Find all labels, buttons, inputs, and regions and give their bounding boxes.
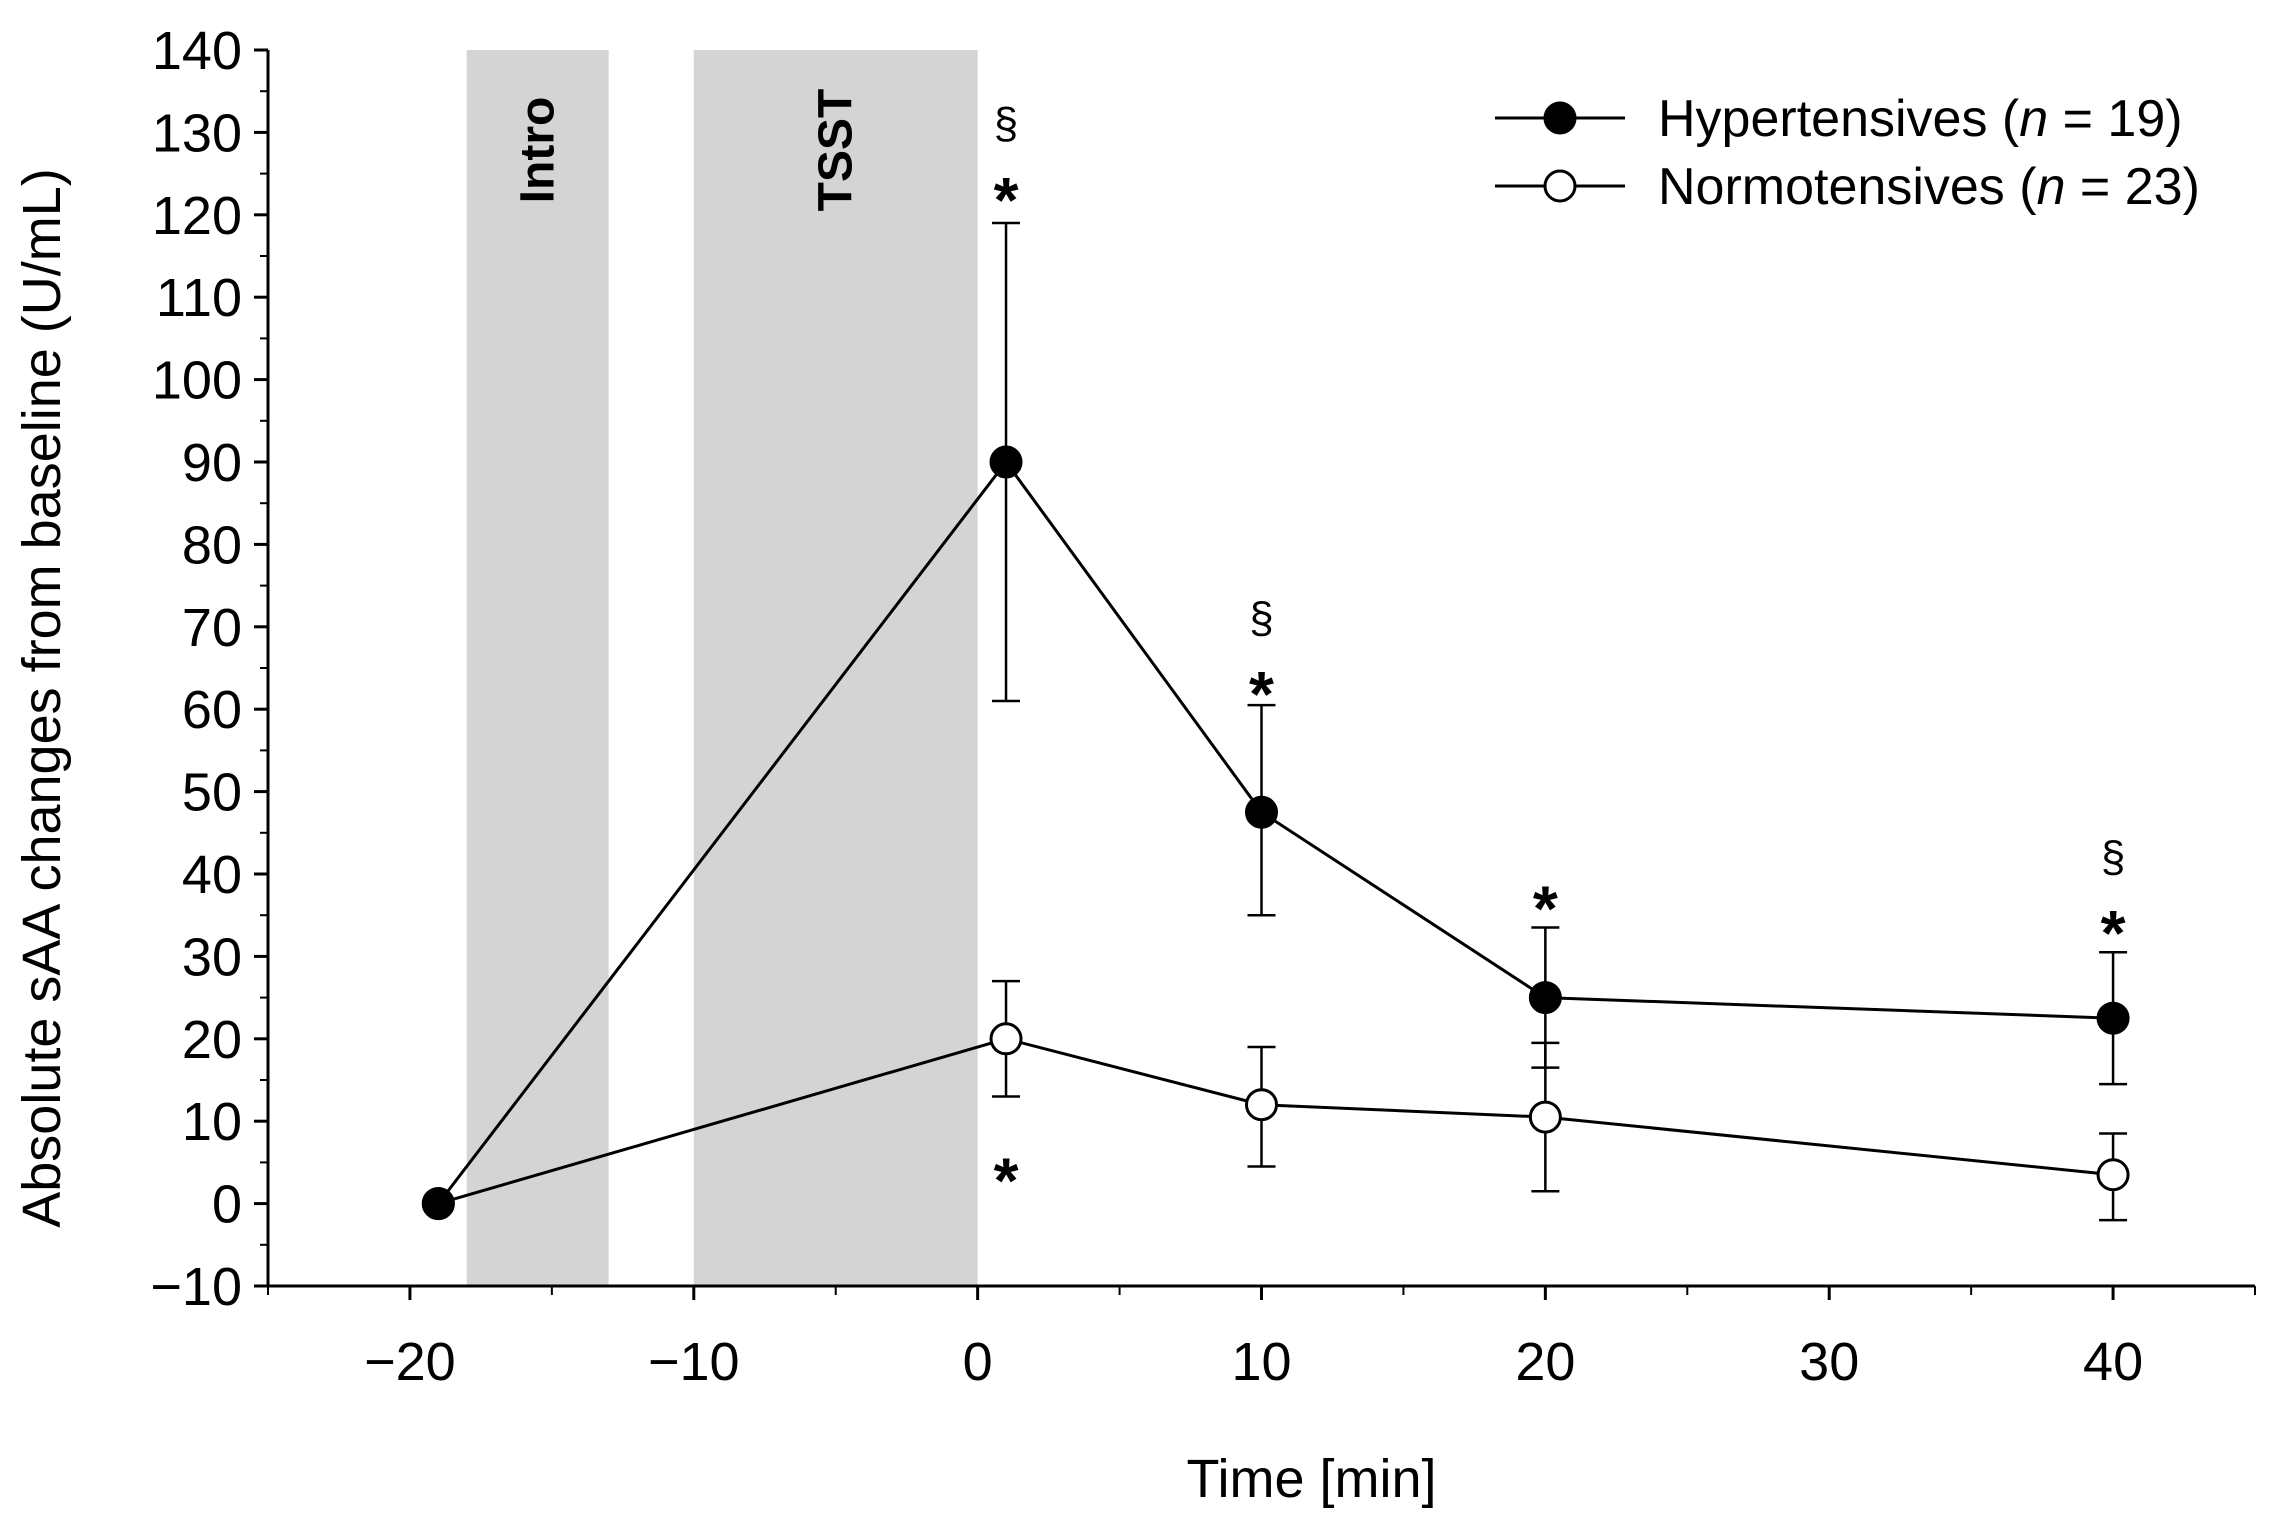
error-bars	[992, 221, 2128, 1222]
x-tick-label: 20	[1515, 1332, 1575, 1392]
point-normotensives	[1528, 1100, 1562, 1134]
x-axis-title: Time [min]	[1186, 1449, 1436, 1509]
band-tsst	[693, 50, 978, 1286]
y-tick-label: 10	[182, 1092, 242, 1152]
y-tick-label: 100	[152, 351, 242, 411]
legend-n-symbol: n	[2019, 90, 2048, 148]
y-tick-label: 90	[182, 433, 242, 493]
y-tick-label: 70	[182, 598, 242, 658]
series-line-hypertensives	[437, 459, 2114, 1205]
shaded-bands: Intro TSST	[466, 50, 978, 1286]
significance-star: *	[994, 1144, 1019, 1216]
significance-star: *	[1533, 872, 1558, 944]
point-hypertensives	[421, 1187, 455, 1221]
y-tick-label: 80	[182, 515, 242, 575]
y-tick-label: 20	[182, 1010, 242, 1070]
point-hypertensives	[1245, 795, 1278, 829]
y-tick-label: 140	[152, 21, 242, 81]
legend-label-hypertensives: Hypertensives (n = 19)	[1658, 90, 2183, 148]
legend-label-text: Hypertensives (	[1658, 90, 2020, 148]
x-tick-label: 10	[1231, 1332, 1291, 1392]
legend-n-value: = 23)	[2065, 158, 2199, 216]
data-markers	[421, 445, 2130, 1221]
point-normotensives	[2096, 1158, 2130, 1192]
series-line-normotensives	[437, 1037, 2114, 1206]
point-normotensives	[1245, 1088, 1278, 1122]
legend-marker-hypertensives	[1543, 101, 1577, 135]
significance-section-mark: §	[1249, 594, 1273, 643]
y-tick-label: −10	[150, 1257, 242, 1317]
point-hypertensives	[2096, 1001, 2130, 1035]
significance-section-mark: §	[2101, 833, 2125, 882]
legend-n-value: = 19)	[2048, 90, 2182, 148]
x-tick-label: 40	[2083, 1332, 2143, 1392]
y-tick-label: 50	[182, 763, 242, 823]
y-tick-label: 60	[182, 680, 242, 740]
significance-annotations: * § * § * * § *	[994, 99, 2126, 1216]
y-tick-label: 30	[182, 927, 242, 987]
y-tick-label: 0	[212, 1175, 242, 1235]
significance-star: *	[2101, 897, 2126, 969]
point-hypertensives	[989, 445, 1023, 479]
x-tick-label: 0	[963, 1332, 993, 1392]
y-tick-label: 120	[152, 186, 242, 246]
point-hypertensives	[1528, 981, 1562, 1015]
legend-label-normotensives: Normotensives (n = 23)	[1658, 158, 2200, 216]
y-tick-label: 130	[152, 103, 242, 163]
x-tick-label: −20	[364, 1332, 456, 1392]
band-intro	[466, 50, 609, 1286]
band-label-tsst: TSST	[810, 89, 863, 212]
significance-star: *	[994, 164, 1019, 236]
legend: Hypertensives (n = 19)Normotensives (n =…	[1495, 90, 2200, 216]
significance-section-mark: §	[994, 99, 1018, 148]
y-axis-title: Absolute sAA changes from baseline (U/mL…	[12, 168, 72, 1228]
x-tick-label: 30	[1799, 1332, 1859, 1392]
series-lines	[437, 459, 2114, 1206]
axes: −100102030405060708090100110120130140−20…	[150, 21, 2256, 1392]
band-label-intro: Intro	[512, 97, 565, 204]
legend-marker-normotensives	[1543, 169, 1577, 203]
point-normotensives	[989, 1022, 1023, 1056]
significance-star: *	[1249, 658, 1274, 730]
x-tick-label: −10	[648, 1332, 740, 1392]
legend-n-symbol: n	[2037, 158, 2066, 216]
y-tick-label: 110	[156, 268, 242, 328]
y-tick-label: 40	[182, 845, 242, 905]
legend-label-text: Normotensives (	[1658, 158, 2037, 216]
